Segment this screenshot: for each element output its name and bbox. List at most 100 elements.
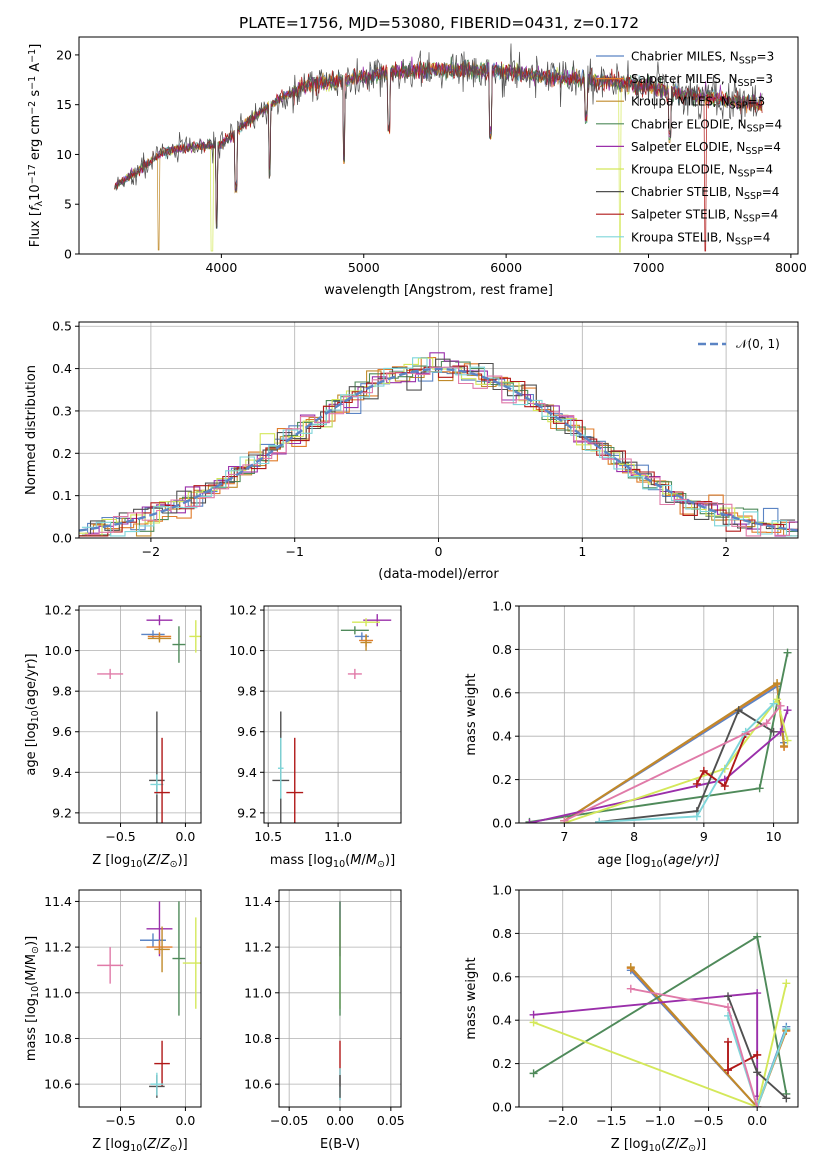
x-tick-label: −0.5 <box>693 1113 723 1128</box>
plot-area <box>519 606 798 823</box>
series-marker <box>560 816 569 823</box>
x-tick-label: 9 <box>700 829 708 844</box>
y-tick-label: 10.8 <box>244 1031 272 1046</box>
x-tick-label: 8000 <box>775 260 807 275</box>
x-tick-label: 10.5 <box>254 829 282 844</box>
y-tick-label: 9.4 <box>52 765 72 780</box>
axes-frame <box>78 605 202 824</box>
y-tick-label: 9.4 <box>237 765 257 780</box>
y-tick-label: 0.0 <box>492 1100 512 1115</box>
series-marker <box>783 648 792 657</box>
series-marker <box>782 979 791 988</box>
y-tick-label: 1.0 <box>492 599 512 614</box>
y-tick-label: 11.2 <box>44 940 72 955</box>
legend-label: 𝒩(0, 1) <box>736 337 780 351</box>
chart-title: PLATE=1756, MJD=53080, FIBERID=0431, z=0… <box>239 14 639 32</box>
y-tick-label: 10.0 <box>229 643 257 658</box>
series-marker <box>692 812 701 821</box>
y-tick-label: 10.6 <box>44 1077 72 1092</box>
series-marker <box>595 817 604 823</box>
legend-label: Kroupa STELIB, NSSP=4 <box>631 230 770 247</box>
y-tick-label: 10.8 <box>44 1031 72 1046</box>
series-marker <box>529 1010 538 1019</box>
x-tick-label: 0 <box>435 544 443 559</box>
panel-age_vs_mass: 10.5 11.0 9.2 9.4 9.6 9.8 10.0 10.2 mass [log10(… <box>229 603 402 870</box>
x-tick-label: 0.05 <box>377 1113 405 1128</box>
x-tick-label: 2 <box>722 544 730 559</box>
x-tick-label: 11.0 <box>324 829 352 844</box>
series-marker <box>724 992 733 1001</box>
series-marker <box>699 766 708 775</box>
legend-label: Kroupa ELODIE, NSSP=4 <box>631 163 773 180</box>
series-marker <box>720 782 729 791</box>
x-tick-label: 1 <box>578 544 586 559</box>
panel-mass_weight_vs_Z: −2.0 −1.5 −1.0 −0.5 0.0 0.0 0.2 0.4 0.6 0.8 1.0 Z [… <box>464 883 799 1154</box>
x-tick-label: 7 <box>560 829 568 844</box>
y-axis-label: age [log10(age/yr)] <box>24 653 41 775</box>
y-tick-label: 9.6 <box>52 724 72 739</box>
legend-label: Salpeter STELIB, NSSP=4 <box>631 208 778 225</box>
series-marker <box>776 701 785 710</box>
y-tick-label: 0.0 <box>492 816 512 831</box>
x-tick-label: 6000 <box>490 260 522 275</box>
axes-frame <box>518 605 799 824</box>
series-marker <box>724 1003 733 1012</box>
series-marker <box>724 1037 733 1046</box>
series-marker <box>776 727 785 736</box>
y-tick-label: 0.4 <box>492 1013 512 1028</box>
series-marker <box>753 1103 762 1107</box>
panel-mass_vs_Z: −0.5 0.0 10.6 10.8 11.0 11.2 11.4 Z [log10(Z/Z⊙… <box>24 889 202 1154</box>
y-tick-label: 0.4 <box>492 729 512 744</box>
series-marker <box>724 1066 733 1075</box>
plot-area <box>114 43 763 253</box>
x-tick-label: 8 <box>630 829 638 844</box>
y-tick-label: 15 <box>56 97 72 112</box>
y-tick-label: 0.3 <box>52 403 72 418</box>
x-axis-label: mass [log10(M/M⊙)] <box>270 853 395 870</box>
y-tick-label: 9.2 <box>237 805 257 820</box>
y-tick-label: 11.2 <box>244 940 272 955</box>
series-marker <box>782 1094 791 1103</box>
series-marker <box>783 706 792 715</box>
panel-age_vs_Z: −0.5 0.0 9.2 9.4 9.6 9.8 10.0 10.2 Z [log10(Z/Z⊙… <box>24 603 202 870</box>
x-tick-label: 10 <box>766 829 782 844</box>
y-axis-label: mass weight <box>464 673 479 755</box>
y-tick-label: 9.2 <box>52 805 72 820</box>
series-marker <box>529 1018 538 1027</box>
panel-mass_weight_vs_age: 7 8 9 10 0.0 0.2 0.4 0.6 0.8 1.0 age [log10(age/yr… <box>464 599 799 870</box>
y-tick-label: 10.6 <box>244 1077 272 1092</box>
legend-label: Chabrier STELIB, NSSP=4 <box>631 185 779 202</box>
y-tick-label: 9.8 <box>237 684 257 699</box>
y-tick-label: 11.0 <box>244 985 272 1000</box>
series-line <box>564 697 789 823</box>
x-tick-label: −2.0 <box>548 1113 578 1128</box>
y-axis-label: mass [log10(M/M⊙)] <box>24 936 41 1061</box>
x-tick-label: 5000 <box>348 260 380 275</box>
histogram-step <box>79 358 796 537</box>
series-marker <box>734 706 743 715</box>
x-axis-label: Z [log10(Z/Z⊙)] <box>611 1137 706 1154</box>
x-tick-label: 0.00 <box>326 1113 354 1128</box>
y-axis-label: Normed distribution <box>24 365 39 495</box>
plot-area <box>79 322 798 538</box>
series-marker <box>755 784 764 793</box>
y-tick-label: 0 <box>64 247 72 262</box>
series-marker <box>769 727 778 736</box>
series-marker <box>783 736 792 745</box>
y-tick-label: 0.5 <box>52 319 72 334</box>
histogram-step <box>79 365 798 537</box>
y-tick-label: 0.8 <box>492 642 512 657</box>
plot-area <box>79 890 201 1107</box>
series-marker <box>753 932 762 941</box>
plot-area <box>79 606 201 823</box>
histogram-step <box>81 360 798 536</box>
legend-label: Chabrier ELODIE, NSSP=4 <box>631 117 782 134</box>
y-tick-label: 11.4 <box>44 894 72 909</box>
x-tick-label: −0.5 <box>105 1113 135 1128</box>
series-line <box>727 1015 788 1107</box>
x-tick-label: −1.5 <box>596 1113 626 1128</box>
legend-label: Chabrier MILES, NSSP=3 <box>631 50 774 67</box>
x-tick-label: −0.05 <box>270 1113 308 1128</box>
y-tick-label: 0.6 <box>492 969 512 984</box>
